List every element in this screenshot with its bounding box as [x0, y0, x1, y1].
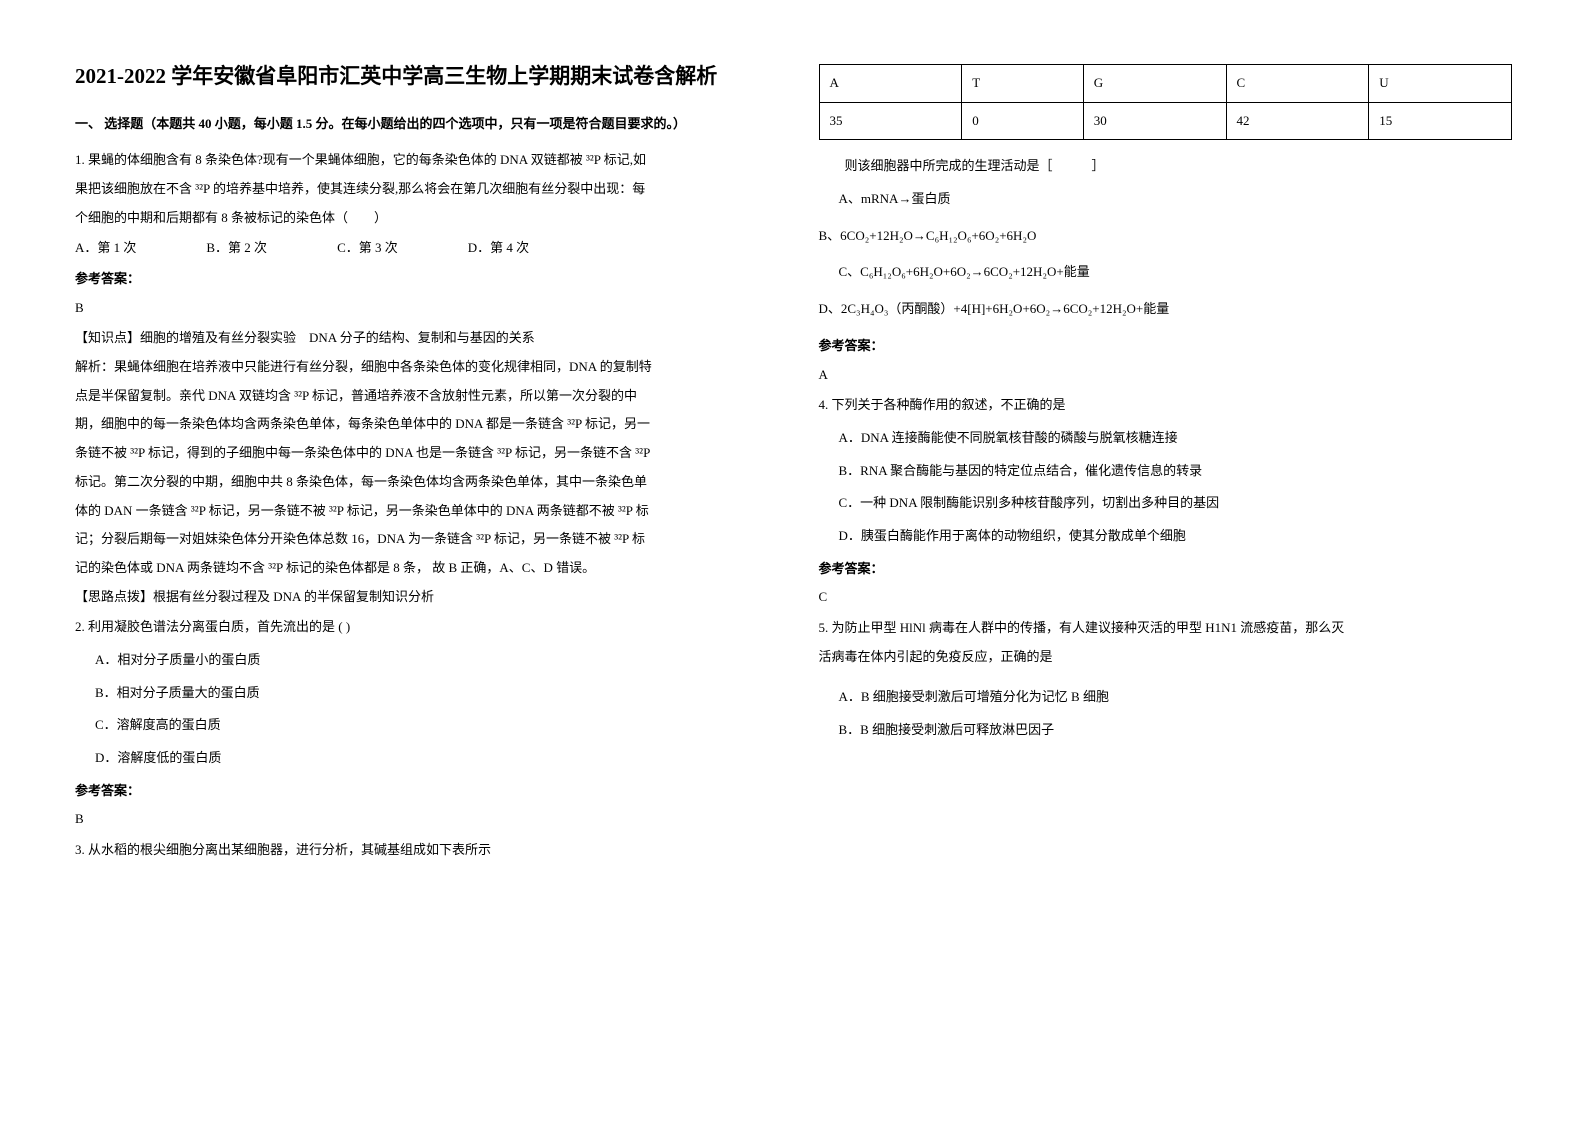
q3-answer-label: 参考答案： — [819, 334, 1513, 359]
table-cell: 30 — [1083, 102, 1226, 140]
q2-answer-label: 参考答案： — [75, 779, 769, 804]
section-header: 一、 选择题（本题共 40 小题，每小题 1.5 分。在每小题给出的四个选项中，… — [75, 112, 769, 137]
q1-option-b: B．第 2 次 — [206, 236, 267, 261]
question-3-intro: 3. 从水稻的根尖细胞分离出某细胞器，进行分析，其碱基组成如下表所示 — [75, 838, 769, 863]
q1-text-l2: 果把该细胞放在不含 ³²P 的培养基中培养，使其连续分裂,那么将会在第几次细胞有… — [75, 177, 769, 202]
q1-tip: 【思路点拨】根据有丝分裂过程及 DNA 的半保留复制知识分析 — [75, 585, 769, 610]
q1-text-l1: 1. 果蝇的体细胞含有 8 条染色体?现有一个果蝇体细胞，它的每条染色体的 DN… — [75, 148, 769, 173]
q1-text-l3: 个细胞的中期和后期都有 8 条被标记的染色体（ ） — [75, 206, 769, 231]
q1-answer-label: 参考答案： — [75, 267, 769, 292]
q1-analysis-l8: 记的染色体或 DNA 两条链均不含 ³²P 标记的染色体都是 8 条， 故 B … — [75, 556, 769, 581]
q1-analysis-l6: 体的 DAN 一条链含 ³²P 标记，另一条链不被 ³²P 标记，另一条染色单体… — [75, 499, 769, 524]
question-4: 4. 下列关于各种酶作用的叙述，不正确的是 A．DNA 连接酶能使不同脱氧核苷酸… — [819, 393, 1513, 610]
table-cell: G — [1083, 65, 1226, 103]
question-2: 2. 利用凝胶色谱法分离蛋白质，首先流出的是 ( ) A．相对分子质量小的蛋白质… — [75, 615, 769, 832]
q1-knowledge: 【知识点】细胞的增殖及有丝分裂实验 DNA 分子的结构、复制和与基因的关系 — [75, 326, 769, 351]
q2-option-b: B．相对分子质量大的蛋白质 — [95, 681, 769, 706]
table-cell: A — [819, 65, 962, 103]
q4-answer-label: 参考答案： — [819, 557, 1513, 582]
q4-option-c: C．一种 DNA 限制酶能识别多种核苷酸序列，切割出多种目的基因 — [839, 491, 1513, 516]
q1-analysis-l1: 解析：果蝇体细胞在培养液中只能进行有丝分裂，细胞中各条染色体的变化规律相同，DN… — [75, 355, 769, 380]
question-5: 5. 为防止甲型 HlNl 病毒在人群中的传播，有人建议接种灭活的甲型 H1N1… — [819, 616, 1513, 743]
q5-option-a: A．B 细胞接受刺激后可增殖分化为记忆 B 细胞 — [839, 685, 1513, 710]
q2-option-d: D．溶解度低的蛋白质 — [95, 746, 769, 771]
q2-option-c: C．溶解度高的蛋白质 — [95, 713, 769, 738]
q3-subtext: 则该细胞器中所完成的生理活动是［ ］ — [819, 154, 1513, 179]
table-cell: T — [962, 65, 1084, 103]
q1-option-c: C．第 3 次 — [337, 236, 398, 261]
q4-answer: C — [819, 585, 1513, 610]
table-cell: 35 — [819, 102, 962, 140]
table-row: 35 0 30 42 15 — [819, 102, 1512, 140]
q3-option-c: C、C₆H₁₂O₆+6H₂O+6O₂→6CO₂+12H₂O+能量 — [839, 260, 1513, 285]
page-title: 2021-2022 学年安徽省阜阳市汇英中学高三生物上学期期末试卷含解析 — [75, 60, 769, 94]
table-cell: 0 — [962, 102, 1084, 140]
table-cell: 42 — [1226, 102, 1369, 140]
q3-table: A T G C U 35 0 30 42 15 — [819, 64, 1513, 140]
q4-option-a: A．DNA 连接酶能使不同脱氧核苷酸的磷酸与脱氧核糖连接 — [839, 426, 1513, 451]
q5-option-b: B．B 细胞接受刺激后可释放淋巴因子 — [839, 718, 1513, 743]
table-row: A T G C U — [819, 65, 1512, 103]
q5-text-l2: 活病毒在体内引起的免疫反应，正确的是 — [819, 645, 1513, 670]
q1-analysis-l4: 条链不被 ³²P 标记，得到的子细胞中每一条染色体中的 DNA 也是一条链含 ³… — [75, 441, 769, 466]
q2-text: 2. 利用凝胶色谱法分离蛋白质，首先流出的是 ( ) — [75, 615, 769, 640]
q2-answer: B — [75, 807, 769, 832]
q1-analysis-l3: 期，细胞中的每一条染色体均含两条染色单体，每条染色单体中的 DNA 都是一条链含… — [75, 412, 769, 437]
q1-option-d: D．第 4 次 — [468, 236, 529, 261]
table-cell: C — [1226, 65, 1369, 103]
question-1: 1. 果蝇的体细胞含有 8 条染色体?现有一个果蝇体细胞，它的每条染色体的 DN… — [75, 148, 769, 609]
q1-analysis-l5: 标记。第二次分裂的中期，细胞中共 8 条染色体，每一条染色体均含两条染色单体，其… — [75, 470, 769, 495]
q2-option-a: A．相对分子质量小的蛋白质 — [95, 648, 769, 673]
table-cell: 15 — [1369, 102, 1512, 140]
q1-analysis-l7: 记；分裂后期每一对姐妹染色体分开染色体总数 16，DNA 为一条链含 ³²P 标… — [75, 527, 769, 552]
q3-option-a: A、mRNA→蛋白质 — [839, 187, 1513, 212]
q3-option-b: B、6CO₂+12H₂O→C₆H₁₂O₆+6O₂+6H₂O — [819, 224, 1513, 249]
q3-answer: A — [819, 363, 1513, 388]
table-cell: U — [1369, 65, 1512, 103]
q4-option-d: D．胰蛋白酶能作用于离体的动物组织，使其分散成单个细胞 — [839, 524, 1513, 549]
q3-option-d: D、2C₃H₄O₃（丙酮酸）+4[H]+6H₂O+6O₂→6CO₂+12H₂O+… — [819, 297, 1513, 322]
q1-analysis-l2: 点是半保留复制。亲代 DNA 双链均含 ³²P 标记，普通培养液不含放射性元素，… — [75, 384, 769, 409]
q4-option-b: B．RNA 聚合酶能与基因的特定位点结合，催化遗传信息的转录 — [839, 459, 1513, 484]
q1-option-a: A．第 1 次 — [75, 236, 136, 261]
q1-answer: B — [75, 296, 769, 321]
q5-text-l1: 5. 为防止甲型 HlNl 病毒在人群中的传播，有人建议接种灭活的甲型 H1N1… — [819, 616, 1513, 641]
q4-text: 4. 下列关于各种酶作用的叙述，不正确的是 — [819, 393, 1513, 418]
q3-text: 3. 从水稻的根尖细胞分离出某细胞器，进行分析，其碱基组成如下表所示 — [75, 838, 769, 863]
